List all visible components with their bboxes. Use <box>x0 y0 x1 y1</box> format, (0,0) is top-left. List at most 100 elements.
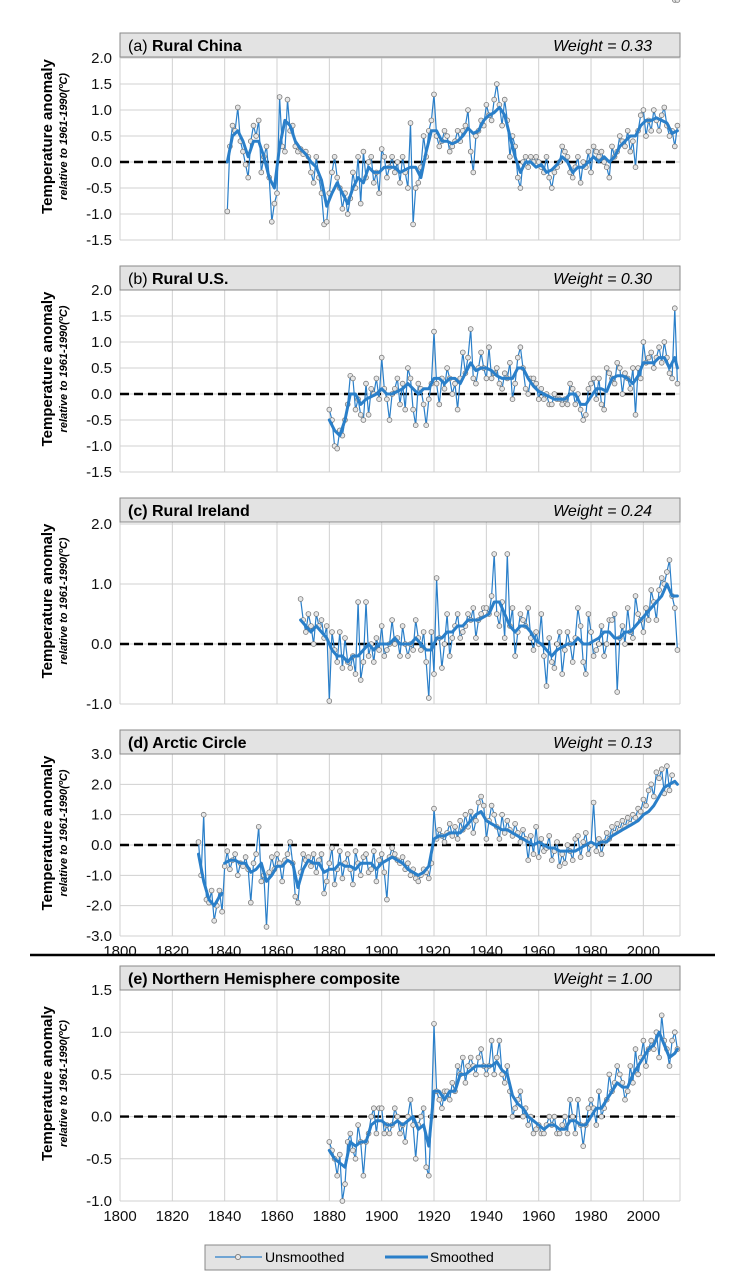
point-c-1904 <box>389 617 395 623</box>
point-a-2003 <box>648 128 654 134</box>
point-b-1911 <box>407 375 414 382</box>
point-d-1946 <box>499 811 505 818</box>
point-a-1987 <box>606 174 613 181</box>
point-a-1969 <box>559 143 565 150</box>
panel-weight-b: Weight = 0.30 <box>553 271 652 288</box>
point-b-1907 <box>397 401 403 408</box>
point-a-1864 <box>284 96 291 103</box>
point-d-1874 <box>310 851 317 857</box>
point-a-1906 <box>394 159 401 165</box>
point-a-1984 <box>598 148 605 155</box>
point-b-2000 <box>640 339 647 345</box>
point-c-1912 <box>410 647 416 653</box>
ytick-e-5: -1.0 <box>86 1193 112 1210</box>
ylabel-sub-c: relative to 1961-1990(ºC) <box>58 537 70 664</box>
point-b-1940 <box>483 375 490 382</box>
point-c-1894 <box>363 599 369 605</box>
point-c-1908 <box>399 623 406 629</box>
ytick-b-4: 0.0 <box>91 386 112 403</box>
point-b-1917 <box>423 422 430 429</box>
point-c-1898 <box>373 635 380 641</box>
point-b-1889 <box>350 375 356 382</box>
point-a-1981 <box>590 143 597 150</box>
point-b-1953 <box>517 344 524 351</box>
point-c-1988 <box>609 617 615 623</box>
xtick-e-2: 1840 <box>208 1208 241 1225</box>
point-a-1874 <box>310 180 317 186</box>
point-c-1935 <box>470 605 477 611</box>
panel-d: 3.0 2.0 1.0 0.0 -1.0 -2.0 -3.0 (d) Arctic Circl… <box>39 0 681 960</box>
point-d-1904 <box>389 845 395 851</box>
point-d-1981 <box>590 799 597 806</box>
point-a-1929 <box>454 128 461 134</box>
point-c-1979 <box>585 611 592 617</box>
point-d-1999 <box>637 808 644 815</box>
point-a-1924 <box>441 128 448 134</box>
point-c-1943 <box>491 551 498 557</box>
point-c-2002 <box>645 617 652 623</box>
legend-label-unsmoothed: Unsmoothed <box>265 1249 344 1265</box>
point-b-2012 <box>671 305 678 312</box>
ylabel-sub-d: relative to 1961-1990(ºC) <box>58 769 70 896</box>
point-a-1854 <box>258 169 265 176</box>
point-a-1922 <box>436 143 443 150</box>
point-d-1910 <box>405 860 411 866</box>
point-d-2003 <box>648 781 654 788</box>
point-c-1964 <box>546 635 552 641</box>
point-d-2013 <box>674 0 681 3</box>
point-c-2009 <box>664 569 670 575</box>
point-e-2001 <box>643 1063 649 1069</box>
point-d-1850 <box>248 899 254 906</box>
ytick-e-1: 1.0 <box>91 1024 112 1041</box>
point-e-1970 <box>562 1113 568 1120</box>
point-d-1853 <box>255 823 262 830</box>
point-b-1980 <box>588 380 594 387</box>
point-e-1890 <box>352 1156 359 1162</box>
ytick-b-0: 2.0 <box>91 282 112 299</box>
point-b-2010 <box>666 370 673 377</box>
ytick-d-0: 3.0 <box>91 746 112 763</box>
point-a-1875 <box>313 154 320 160</box>
series-smoothed-line-a-1 <box>225 105 679 208</box>
point-b-1912 <box>410 406 416 413</box>
point-c-1970 <box>562 647 568 653</box>
series-smoothed-line-b-1 <box>327 356 679 438</box>
point-d-1971 <box>564 842 571 848</box>
point-b-1921 <box>433 380 440 387</box>
ylabel-b: Temperature anomaly <box>39 291 56 446</box>
point-d-1870 <box>300 851 307 857</box>
ylabel-a: Temperature anomaly <box>39 58 56 213</box>
ylabel-sub-a: relative to 1961-1990(ºC) <box>58 73 70 200</box>
point-e-1943 <box>491 1071 498 1078</box>
panel-weight-e: Weight = 1.00 <box>553 971 652 988</box>
point-b-1956 <box>525 391 531 397</box>
point-e-1962 <box>541 1130 547 1137</box>
point-b-1924 <box>441 385 448 392</box>
point-b-1981 <box>590 375 597 382</box>
point-e-1973 <box>569 1113 576 1120</box>
point-d-1892 <box>357 872 364 879</box>
point-c-1984 <box>598 623 605 629</box>
point-b-1934 <box>467 326 474 332</box>
point-c-2000 <box>640 629 647 635</box>
point-c-1905 <box>391 641 398 647</box>
point-b-1894 <box>363 380 369 387</box>
point-b-1941 <box>486 344 492 351</box>
ytick-a-3: 0.5 <box>91 128 112 145</box>
point-e-1934 <box>467 1054 474 1061</box>
xtick-d-2: 1840 <box>208 943 241 960</box>
point-e-1969 <box>559 1122 565 1128</box>
point-a-1995 <box>627 148 634 155</box>
point-e-1896 <box>368 1113 375 1120</box>
point-c-1891 <box>355 599 361 605</box>
ytick-c-0: 2.0 <box>91 516 112 533</box>
point-d-1896 <box>368 866 375 873</box>
point-d-1997 <box>632 814 639 821</box>
point-d-1968 <box>556 863 563 869</box>
point-a-1947 <box>501 96 508 103</box>
panel-title-bar-d <box>119 729 681 755</box>
point-d-1924 <box>441 839 448 845</box>
point-d-1858 <box>268 854 275 860</box>
point-d-1976 <box>577 854 584 860</box>
ytick-a-4: 0.0 <box>91 154 112 171</box>
